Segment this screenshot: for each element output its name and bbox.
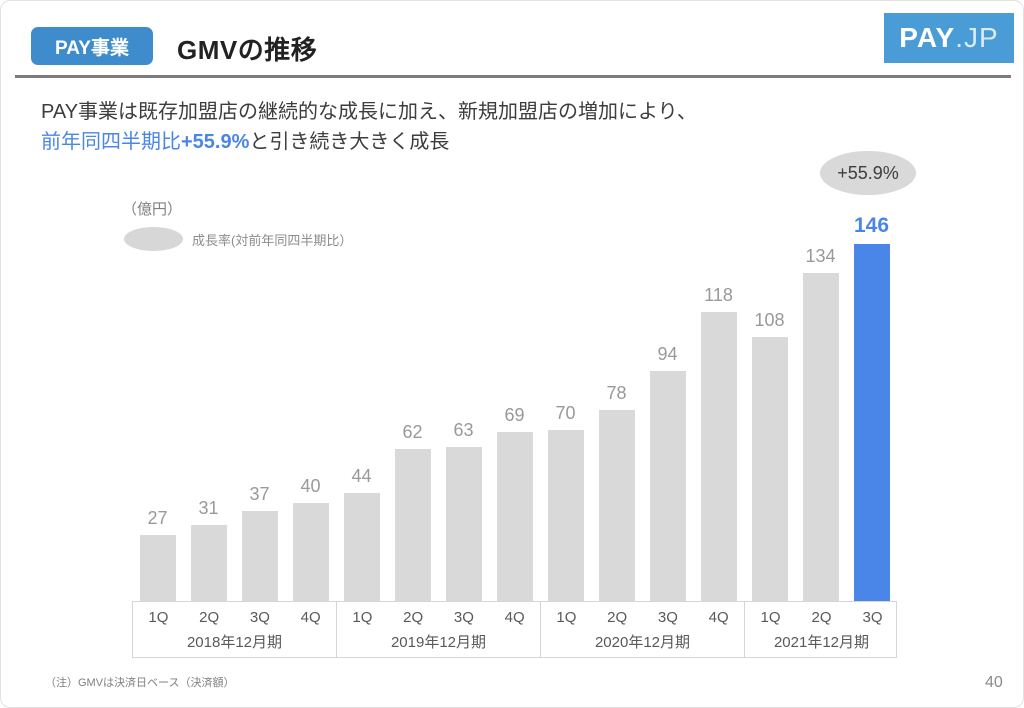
logo-text-primary: PAY xyxy=(899,22,956,53)
axis-quarter-row: 1Q 2Q 3Q 4Q xyxy=(133,602,336,630)
bar-slot: 62 xyxy=(387,201,438,601)
bar-slot: 69 xyxy=(489,201,540,601)
bar-value-label: 69 xyxy=(504,405,525,425)
bar-value-label: 37 xyxy=(249,484,270,504)
axis-quarter-label: 4Q xyxy=(300,608,321,626)
bar-value-label: 63 xyxy=(453,420,474,440)
bar xyxy=(751,337,788,601)
bar xyxy=(802,273,839,601)
bar xyxy=(598,410,635,601)
bar-slot: 134 xyxy=(795,201,846,601)
axis-year-group: 1Q 2Q 3Q 4Q 2018年12月期 xyxy=(133,602,337,657)
bar-value-label: 78 xyxy=(606,383,627,403)
logo-text-secondary: .JP xyxy=(955,22,999,53)
bar-value-label-highlight: 146 xyxy=(853,214,890,237)
axis-quarter-label: 2Q xyxy=(199,608,220,626)
axis-quarter-label: 3Q xyxy=(249,608,270,626)
legend-label: 成長率(対前年同四半期比） xyxy=(192,232,353,248)
axis-quarter-label: 4Q xyxy=(708,608,729,626)
bar-slot: 37 xyxy=(234,201,285,601)
bar-value-label: 94 xyxy=(657,344,678,364)
lead-message: PAY事業は既存加盟店の継続的な成長に加え、新規加盟店の増加により、 前年同四半… xyxy=(41,97,697,157)
axis-quarter-label: 3Q xyxy=(657,608,678,626)
axis-quarter-row: 1Q 2Q 3Q 4Q xyxy=(337,602,540,630)
section-badge: PAY事業 xyxy=(31,27,153,65)
bar-slot: 70 xyxy=(540,201,591,601)
bar-slot: 78 xyxy=(591,201,642,601)
bar-slot: 118 xyxy=(693,201,744,601)
axis-year-label: 2021年12月期 xyxy=(773,634,870,652)
axis-year-label: 2018年12月期 xyxy=(186,634,283,652)
bar-slot: 31 xyxy=(183,201,234,601)
bar-value-label: 118 xyxy=(704,285,733,305)
bar xyxy=(190,525,227,601)
growth-rate-badge: +55.9% xyxy=(820,151,916,195)
lead-line1: PAY事業は既存加盟店の継続的な成長に加え、新規加盟店の増加により、 xyxy=(41,101,697,123)
axis-year-group: 1Q 2Q 3Q 2021年12月期 xyxy=(745,602,898,657)
axis-year-group: 1Q 2Q 3Q 4Q 2019年12月期 xyxy=(337,602,541,657)
bar xyxy=(649,371,686,601)
axis-quarter-label: 1Q xyxy=(352,608,373,626)
axis-quarter-label: 1Q xyxy=(148,608,169,626)
axis-quarter-label: 1Q xyxy=(760,608,781,626)
header-divider xyxy=(15,75,1011,78)
bar xyxy=(139,535,176,601)
bar-slot: 63 xyxy=(438,201,489,601)
payjp-logo: PAY .JP xyxy=(884,13,1014,63)
bar-slot: 94 xyxy=(642,201,693,601)
page-title: GMVの推移 xyxy=(177,35,318,65)
lead-line2-highlight: 前年同四半期比 xyxy=(41,131,181,153)
axis-quarter-label: 2Q xyxy=(811,608,832,626)
axis-quarter-row: 1Q 2Q 3Q 4Q xyxy=(541,602,744,630)
footnote: （注）GMVは決済日ベース（決済額） xyxy=(45,677,235,689)
axis-quarter-label: 1Q xyxy=(556,608,577,626)
bar xyxy=(547,430,584,601)
axis-quarter-label: 4Q xyxy=(504,608,525,626)
axis-year-label: 2019年12月期 xyxy=(390,634,487,652)
axis-unit-label: （億円） xyxy=(122,201,183,218)
bar xyxy=(292,503,329,601)
bar xyxy=(394,449,431,601)
bar-value-label: 62 xyxy=(402,422,423,442)
bar xyxy=(700,312,737,601)
legend-ellipse-icon xyxy=(124,227,183,251)
axis-year-label: 2020年12月期 xyxy=(594,634,691,652)
axis-quarter-label: 3Q xyxy=(862,608,883,626)
bar-value-label: 44 xyxy=(351,466,372,486)
bar-slot: 146 xyxy=(846,201,897,601)
axis-quarter-label: 2Q xyxy=(607,608,628,626)
bar-value-label: 108 xyxy=(754,310,785,330)
lead-line2-growth-rate: +55.9% xyxy=(181,131,250,153)
page-number: 40 xyxy=(985,674,1003,691)
axis-year-group: 1Q 2Q 3Q 4Q 2020年12月期 xyxy=(541,602,745,657)
axis-quarter-row: 1Q 2Q 3Q xyxy=(745,602,898,630)
bar xyxy=(343,493,380,601)
growth-rate-value: +55.9% xyxy=(837,162,899,183)
bar xyxy=(241,511,278,601)
bar-value-label: 70 xyxy=(555,403,576,423)
axis-quarter-label: 3Q xyxy=(453,608,474,626)
bar-slot: 27 xyxy=(132,201,183,601)
axis-quarter-label: 2Q xyxy=(403,608,424,626)
bar-value-label: 31 xyxy=(198,498,219,518)
lead-line2-rest: と引き続き大きく成長 xyxy=(249,131,450,153)
bar xyxy=(445,447,482,601)
bar-slot: 40 xyxy=(285,201,336,601)
bar-value-label: 134 xyxy=(805,246,836,266)
section-badge-label: PAY事業 xyxy=(55,37,129,59)
bar-highlight xyxy=(853,244,890,601)
chart-legend: 成長率(対前年同四半期比） xyxy=(124,227,352,251)
bar-value-label: 27 xyxy=(147,508,168,528)
bar-slot: 108 xyxy=(744,201,795,601)
x-axis: 1Q 2Q 3Q 4Q 2018年12月期 1Q 2Q 3Q 4Q 2019年12月期 1Q 2Q 3Q… xyxy=(132,601,897,658)
bar-value-label: 40 xyxy=(300,476,321,496)
bar-slot: 44 xyxy=(336,201,387,601)
bar xyxy=(496,432,533,601)
bar-plot: 27 31 37 40 44 62 63 69 70 78 94 118 108 134 146 xyxy=(132,201,897,601)
